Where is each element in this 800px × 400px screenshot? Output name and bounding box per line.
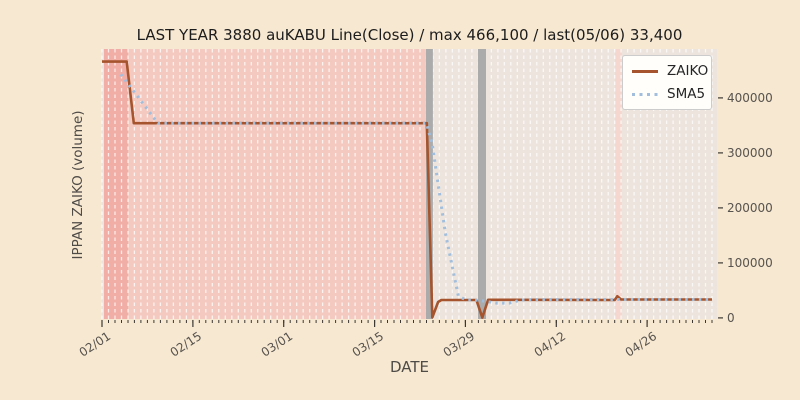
legend-item-zaiko: ZAIKO	[632, 63, 708, 79]
y-tick-label-0: 0	[727, 310, 735, 325]
highlight-span-pink	[128, 49, 426, 319]
event-bar-2	[478, 49, 486, 319]
highlight-span-pink-light	[615, 49, 622, 319]
x-axis-label: DATE	[389, 358, 430, 376]
y-axis-label: IPPAN ZAIKO (volume)	[70, 110, 86, 260]
y-tick-label-400000: 400000	[727, 90, 773, 105]
sma5-line	[119, 73, 712, 305]
legend: ZAIKO SMA5	[622, 55, 712, 110]
chart-title: LAST YEAR 3880 auKABU Line(Close) / max …	[136, 26, 683, 44]
legend-label-zaiko: ZAIKO	[667, 63, 709, 79]
y-tick-label-200000: 200000	[727, 200, 773, 215]
zaiko-line-sample	[632, 69, 658, 73]
y-tick-label-100000: 100000	[727, 255, 773, 270]
zaiko-line	[102, 60, 712, 319]
sma5-line-sample	[632, 92, 658, 96]
x-minor-ticks	[101, 320, 713, 323]
legend-label-sma5: SMA5	[667, 86, 706, 102]
y-tick-label-300000: 300000	[727, 145, 773, 160]
legend-item-sma5: SMA5	[632, 86, 706, 102]
highlight-span-dark-pink	[104, 49, 128, 319]
